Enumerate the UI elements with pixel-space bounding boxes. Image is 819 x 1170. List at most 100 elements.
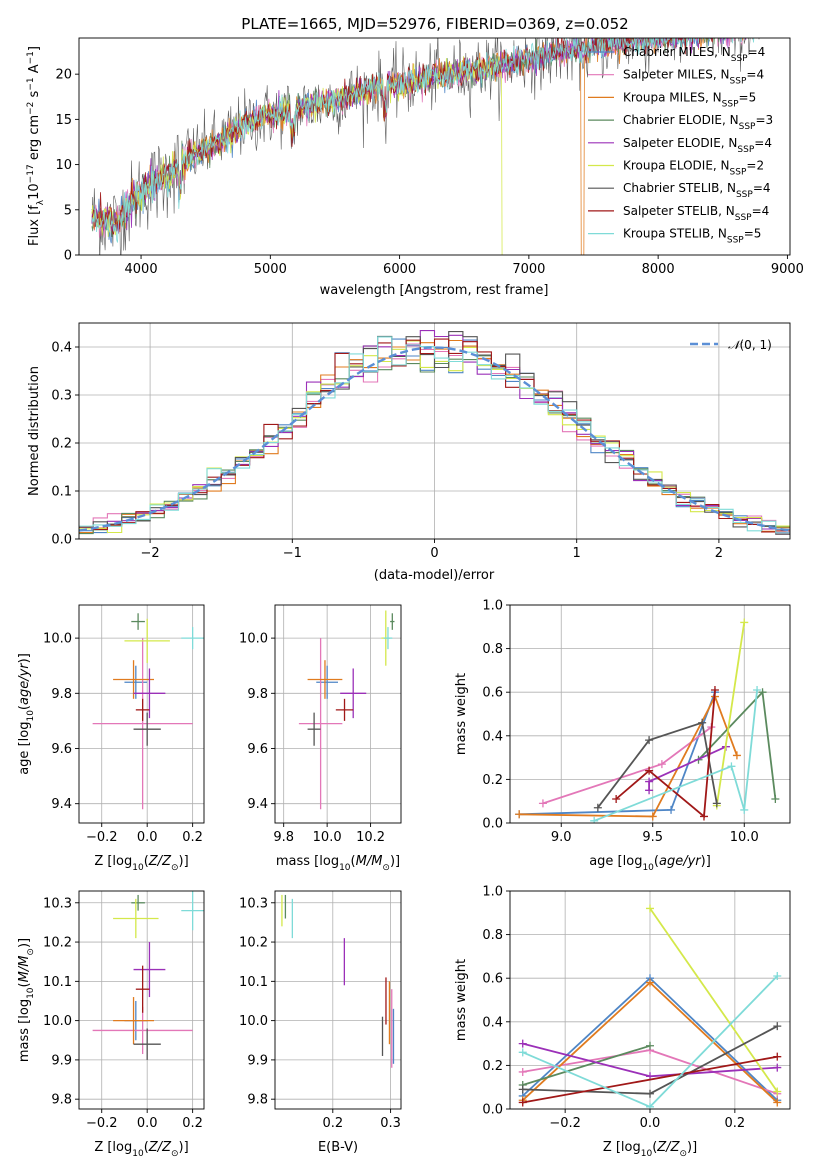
series-kroupa-elodie [646, 904, 782, 1096]
series-kroupa-stelib [518, 972, 782, 1109]
y-tick-label: 9.9 [51, 1053, 72, 1068]
marker [712, 799, 721, 808]
axes-frame [274, 604, 402, 824]
legend-label: Salpeter MILES, NSSP=4 [623, 68, 764, 87]
marker [593, 803, 602, 812]
legend-label: 𝒩(0, 1) [728, 338, 772, 352]
marker [515, 810, 524, 819]
y-tick-label: 0.8 [482, 642, 503, 657]
x-axis-label: Z [log10(Z/Z⊙)] [94, 854, 188, 873]
x-tick-label: −0.2 [86, 830, 118, 845]
marker [710, 686, 719, 695]
y-tick-label: 10.2 [43, 936, 72, 951]
marker [518, 1039, 527, 1048]
y-tick-label: 0.0 [482, 1103, 503, 1118]
x-tick-label: 7000 [512, 262, 545, 277]
x-tick-label: 10.0 [313, 830, 342, 845]
y-tick-label: 0.3 [51, 389, 72, 404]
y-tick-label: 10.0 [239, 632, 268, 647]
y-tick-label: 0.2 [482, 773, 503, 788]
plot-area [91, 38, 760, 255]
y-tick-label: 0.1 [51, 485, 72, 500]
axes-frame [274, 890, 402, 1110]
legend-label: Salpeter STELIB, NSSP=4 [623, 204, 769, 223]
marker [773, 1098, 782, 1107]
x-tick-label: 10.0 [730, 830, 759, 845]
y-tick-label: 10.1 [43, 975, 72, 990]
x-tick-label: 0.3 [380, 1116, 401, 1131]
marker [773, 972, 782, 981]
x-tick-label: −2 [141, 546, 160, 561]
y-axis-label: mass [log10(M/M⊙)] [17, 938, 36, 1062]
series-salpeter-stelib [612, 686, 719, 821]
plot-area [281, 894, 395, 1068]
marker [646, 904, 654, 913]
marker [646, 1041, 654, 1050]
marker [758, 688, 767, 697]
spectrum-line-kroupa-stelib [91, 38, 755, 243]
y-tick-label: 10 [55, 158, 72, 173]
panel-mass-vs-Z: −0.2 0.0 0.2 9.8 9.9 10.0 10.1 10.2 10.3 Z [log10… [17, 890, 205, 1159]
marker [646, 1102, 654, 1109]
y-tick-label: 15 [55, 113, 72, 128]
y-tick-label: 0.2 [482, 1059, 503, 1074]
errorbar-chabrier-elodie [390, 613, 395, 630]
marker [667, 805, 676, 814]
x-tick-label: 0.0 [137, 1116, 158, 1131]
panel-mass-weight-vs-Z: −0.2 0.0 0.2 0.0 0.2 0.4 0.6 0.8 1.0 Z [log10(Z/Z… [454, 885, 791, 1159]
x-tick-label: 0.2 [182, 830, 203, 845]
y-tick-label: 10.0 [43, 1014, 72, 1029]
errorbar-salpeter-elodie [133, 942, 166, 998]
x-axis-label: wavelength [Angstrom, rest frame] [320, 283, 549, 298]
marker [753, 686, 762, 695]
plot-area [79, 330, 790, 535]
x-tick-label: −1 [283, 546, 302, 561]
errorbar-chabrier-elodie [131, 894, 145, 911]
figure-title: PLATE=1665, MJD=52976, FIBERID=0369, z=0… [241, 15, 628, 33]
legend-label: Salpeter ELODIE, NSSP=4 [623, 136, 772, 155]
y-tick-label: 0.4 [482, 729, 503, 744]
y-tick-label: 20 [55, 68, 72, 83]
marker [645, 766, 654, 775]
panel-age-vs-Z: −0.2 0.0 0.2 9.4 9.6 9.8 10.0 Z [log10(Z/Z⊙)] ag… [17, 604, 205, 873]
x-tick-label: −0.2 [86, 1116, 118, 1131]
series-chabrier-stelib [518, 1022, 782, 1098]
series-salpeter-stelib [518, 1052, 782, 1107]
histogram-kroupa-stelib [79, 336, 790, 534]
x-axis-label: (data-model)/error [374, 568, 495, 583]
legend-label: Chabrier ELODIE, NSSP=3 [623, 113, 773, 132]
marker [518, 1085, 527, 1094]
errorbar-salpeter-miles [298, 638, 343, 810]
series-salpeter-elodie [518, 1039, 782, 1081]
legend-label: Chabrier STELIB, NSSP=4 [623, 181, 771, 200]
marker [773, 1022, 782, 1031]
axes-frame [78, 37, 791, 256]
y-tick-label: 1.0 [482, 599, 503, 614]
marker [590, 816, 599, 823]
errorbar-kroupa-stelib [383, 627, 393, 650]
y-tick-label: 9.4 [247, 797, 268, 812]
marker [740, 805, 749, 814]
x-tick-label: 0.0 [137, 830, 158, 845]
normal-reference-curve [79, 346, 790, 532]
x-axis-label: mass [log10(M/M⊙)] [276, 854, 400, 873]
y-tick-label: 10.2 [239, 936, 268, 951]
marker [518, 1098, 527, 1107]
errorbar-kroupa-stelib [181, 627, 204, 650]
y-tick-label: 0.6 [482, 972, 503, 987]
x-tick-label: 0 [430, 546, 438, 561]
marker [773, 1052, 782, 1061]
x-tick-label: 0.2 [322, 1116, 343, 1131]
y-tick-label: 5 [64, 203, 72, 218]
axes-frame [78, 604, 205, 824]
y-tick-label: 9.6 [51, 742, 72, 757]
legend-label: Chabrier MILES, NSSP=4 [623, 45, 765, 64]
marker [732, 751, 741, 760]
errorbar-chabrier-stelib [133, 1028, 161, 1060]
y-tick-label: 9.8 [51, 1093, 72, 1108]
x-axis-label: Z [log10(Z/Z⊙)] [94, 1140, 188, 1159]
errorbar-salpeter-elodie [133, 668, 166, 719]
marker [612, 795, 621, 804]
errorbar-chabrier-stelib [307, 712, 321, 746]
